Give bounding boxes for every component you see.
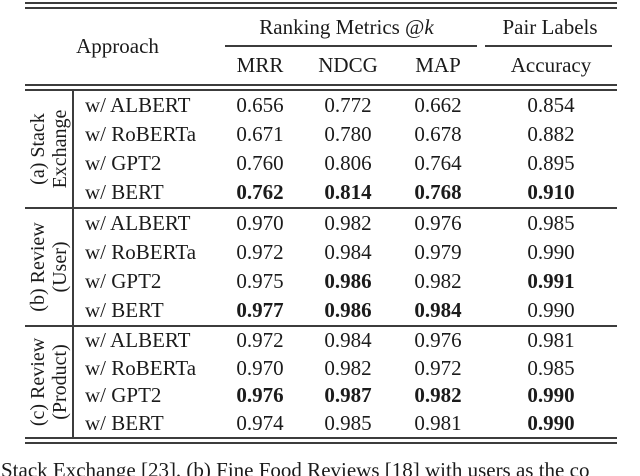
ranking-metrics-k: k: [424, 14, 434, 39]
map-cell: 0.984: [414, 298, 462, 322]
label-column-divider: [72, 91, 74, 437]
mrr-cell: 0.970: [236, 355, 284, 380]
accuracy-cell: 0.990: [527, 410, 575, 435]
accuracy-cell: 0.990: [527, 298, 575, 322]
table-row: w/ ALBERT 0.656 0.772 0.662 0.854: [25, 91, 617, 120]
map-cell: 0.972: [414, 355, 462, 380]
approach-cell: w/ GPT2: [85, 269, 162, 293]
section-stack-exchange: (a) Stack Exchange w/ ALBERT 0.656 0.772…: [25, 91, 617, 207]
approach-cell: w/ RoBERTa: [85, 240, 197, 264]
column-header-accuracy: Accuracy: [510, 52, 592, 77]
map-cell: 0.981: [414, 410, 462, 435]
mrr-cell: 0.972: [236, 328, 284, 353]
map-cell: 0.768: [414, 180, 462, 204]
accuracy-cell: 0.990: [527, 383, 575, 408]
bottom-double-rule: [25, 437, 617, 444]
approach-cell: w/ RoBERTa: [85, 122, 197, 146]
approach-cell: w/ BERT: [85, 180, 164, 204]
table-row: w/ BERT 0.974 0.985 0.981 0.990: [25, 410, 617, 438]
ranking-metrics-cmidrule: [225, 45, 477, 47]
column-header-ndcg: NDCG: [318, 52, 378, 77]
section-review-user: (b) Review (User) w/ ALBERT 0.970 0.982 …: [25, 209, 617, 325]
approach-cell: w/ BERT: [85, 410, 164, 435]
mrr-cell: 0.762: [236, 180, 284, 204]
approach-cell: w/ ALBERT: [85, 93, 191, 117]
table-row: w/ ALBERT 0.970 0.982 0.976 0.985: [25, 209, 617, 238]
accuracy-cell: 0.910: [527, 180, 575, 204]
pair-labels-cmidrule: [485, 45, 612, 47]
table-row: w/ BERT 0.762 0.814 0.768 0.910: [25, 178, 617, 207]
column-header-map: MAP: [415, 52, 461, 77]
accuracy-cell: 0.895: [527, 151, 575, 175]
ndcg-cell: 0.814: [324, 180, 372, 204]
mrr-cell: 0.760: [236, 151, 284, 175]
approach-cell: w/ GPT2: [85, 151, 162, 175]
ndcg-cell: 0.986: [324, 298, 372, 322]
ndcg-cell: 0.982: [324, 211, 372, 235]
section-b-c-separator: [25, 325, 617, 327]
mrr-cell: 0.975: [236, 269, 284, 293]
ndcg-cell: 0.780: [324, 122, 372, 146]
table-row: w/ GPT2 0.975 0.986 0.982 0.991: [25, 267, 617, 296]
header-double-rule: [25, 84, 617, 91]
map-cell: 0.662: [414, 93, 462, 117]
mrr-cell: 0.972: [236, 240, 284, 264]
section-review-product: (c) Review (Product) w/ ALBERT 0.972 0.9…: [25, 327, 617, 437]
accuracy-cell: 0.882: [527, 122, 575, 146]
map-cell: 0.678: [414, 122, 462, 146]
map-cell: 0.764: [414, 151, 462, 175]
approach-cell: w/ ALBERT: [85, 328, 191, 353]
ndcg-cell: 0.984: [324, 240, 372, 264]
table-row: w/ GPT2 0.760 0.806 0.764 0.895: [25, 149, 617, 178]
accuracy-cell: 0.990: [527, 240, 575, 264]
section-a-b-separator: [25, 207, 617, 209]
accuracy-cell: 0.981: [527, 328, 575, 353]
map-cell: 0.982: [414, 383, 462, 408]
map-cell: 0.976: [414, 211, 462, 235]
column-header-mrr: MRR: [236, 52, 284, 77]
map-cell: 0.982: [414, 269, 462, 293]
table-row: w/ RoBERTa 0.970 0.982 0.972 0.985: [25, 355, 617, 383]
ndcg-cell: 0.806: [324, 151, 372, 175]
ndcg-cell: 0.982: [324, 355, 372, 380]
accuracy-cell: 0.985: [527, 355, 575, 380]
table-row: w/ BERT 0.977 0.986 0.984 0.990: [25, 296, 617, 325]
table-header-ranking-metrics: Ranking Metrics @ k: [210, 10, 483, 44]
mrr-cell: 0.671: [236, 122, 284, 146]
top-double-rule: [25, 2, 617, 9]
approach-cell: w/ ALBERT: [85, 211, 191, 235]
accuracy-cell: 0.854: [527, 93, 575, 117]
map-cell: 0.979: [414, 240, 462, 264]
ranking-metrics-label: Ranking Metrics @: [259, 14, 425, 39]
mrr-cell: 0.974: [236, 410, 284, 435]
table-row: w/ RoBERTa 0.972 0.984 0.979 0.990: [25, 238, 617, 267]
ndcg-cell: 0.984: [324, 328, 372, 353]
approach-cell: w/ BERT: [85, 298, 164, 322]
table-row: w/ RoBERTa 0.671 0.780 0.678 0.882: [25, 120, 617, 149]
table-row: w/ GPT2 0.976 0.987 0.982 0.990: [25, 382, 617, 410]
approach-cell: w/ GPT2: [85, 383, 162, 408]
table-header-approach: Approach: [76, 33, 159, 58]
approach-cell: w/ RoBERTa: [85, 355, 197, 380]
mrr-cell: 0.976: [236, 383, 284, 408]
mrr-cell: 0.656: [236, 93, 284, 117]
ndcg-cell: 0.985: [324, 410, 372, 435]
ndcg-cell: 0.772: [324, 93, 372, 117]
mrr-cell: 0.977: [236, 298, 284, 322]
map-cell: 0.976: [414, 328, 462, 353]
table-header-pair-labels: Pair Labels: [502, 14, 598, 39]
ndcg-cell: 0.987: [324, 383, 372, 408]
mrr-cell: 0.970: [236, 211, 284, 235]
accuracy-cell: 0.991: [527, 269, 575, 293]
accuracy-cell: 0.985: [527, 211, 575, 235]
ndcg-cell: 0.986: [324, 269, 372, 293]
table-row: w/ ALBERT 0.972 0.984 0.976 0.981: [25, 327, 617, 355]
table-caption: Stack Exchange [23]. (b) Fine Food Revie…: [1, 458, 590, 476]
